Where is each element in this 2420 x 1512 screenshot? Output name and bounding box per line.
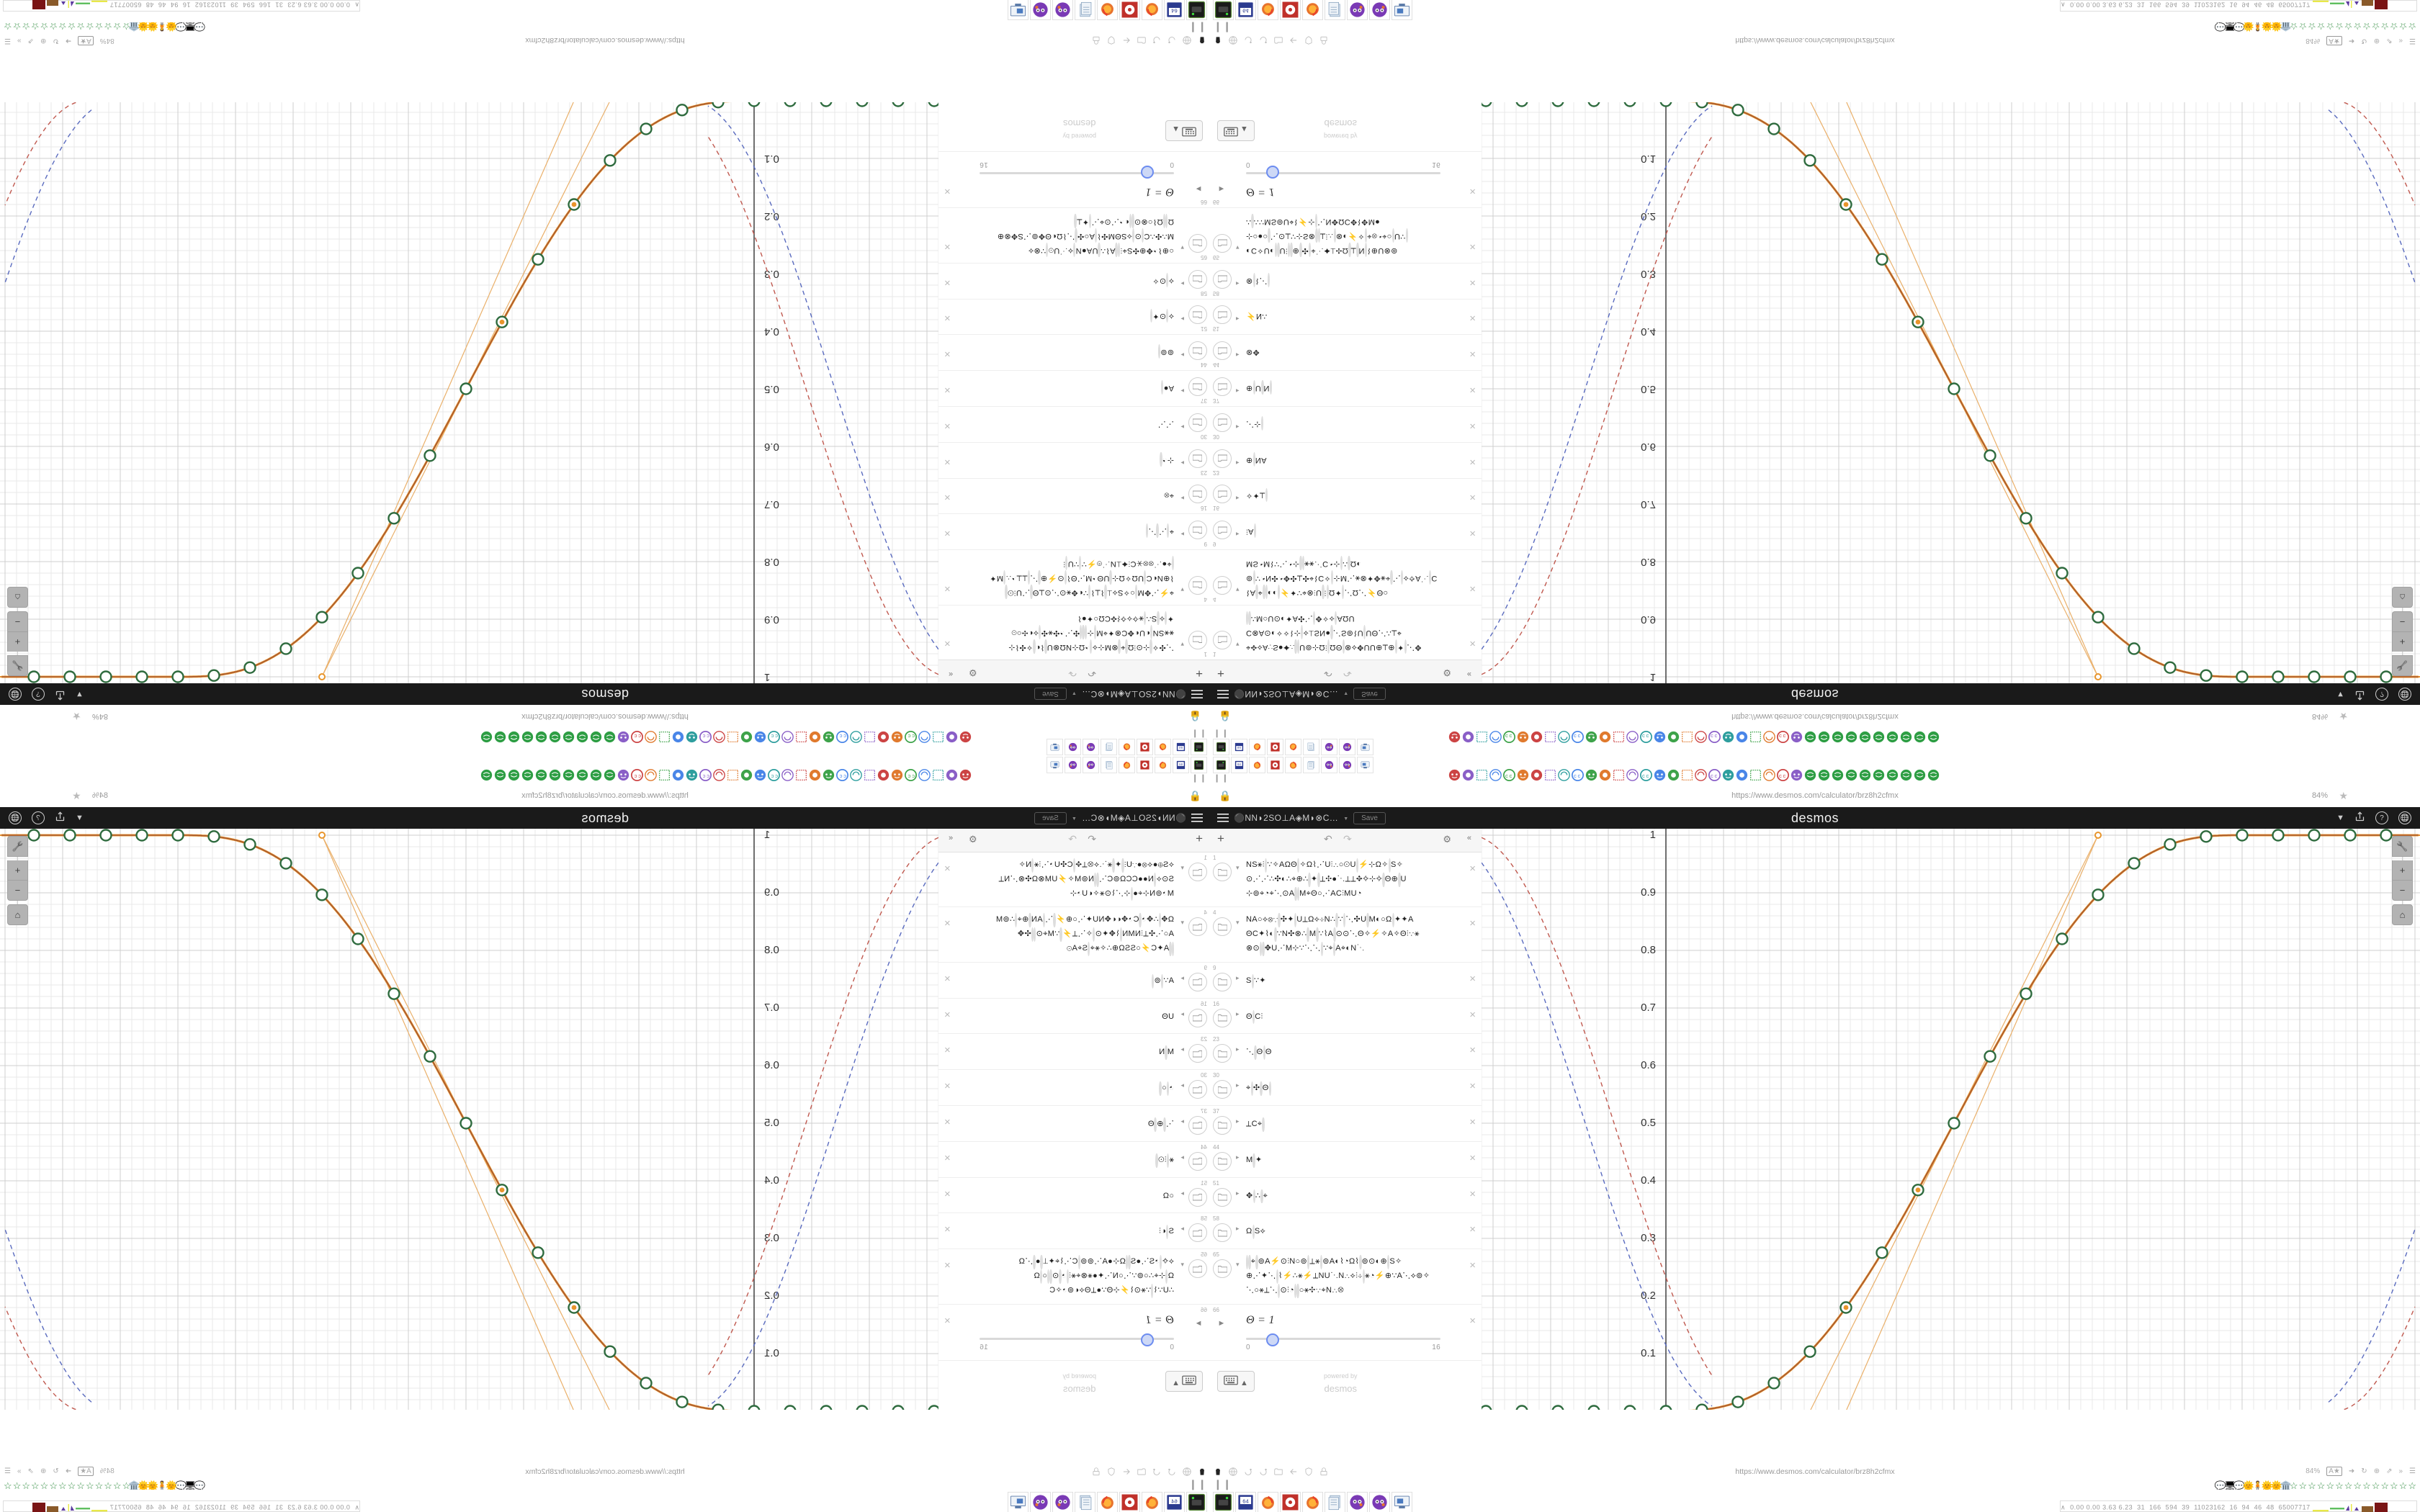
svg-text:0.8: 0.8 (764, 944, 779, 956)
svg-text:0.8: 0.8 (1641, 556, 1656, 568)
svg-text:0.7: 0.7 (1641, 1002, 1656, 1014)
svg-text:0.2: 0.2 (1641, 1290, 1656, 1302)
svg-text:64: 64 (1179, 762, 1183, 765)
svg-text:0.5: 0.5 (764, 383, 779, 395)
svg-text:0.9: 0.9 (1641, 886, 1656, 899)
svg-text:cc: cc (1779, 773, 1787, 779)
svg-text:cc: cc (633, 773, 641, 779)
svg-text:0.1: 0.1 (1641, 153, 1656, 165)
svg-text:cc: cc (1711, 773, 1718, 779)
svg-text:0.9: 0.9 (764, 613, 779, 626)
svg-text:cc: cc (1574, 733, 1582, 739)
svg-text:0.4: 0.4 (1641, 1174, 1656, 1187)
svg-text:cc: cc (1642, 773, 1650, 779)
svg-text:64: 64 (1237, 747, 1241, 750)
svg-text:0.8: 0.8 (764, 556, 779, 568)
svg-text:cc: cc (907, 733, 915, 739)
svg-text:cc: cc (838, 733, 846, 739)
svg-text:cc: cc (1505, 773, 1513, 779)
svg-text:cc: cc (702, 733, 709, 739)
svg-text:64: 64 (1171, 1498, 1177, 1504)
svg-text:cc: cc (1574, 773, 1582, 779)
svg-text:64: 64 (1237, 762, 1241, 765)
svg-text:0.4: 0.4 (1641, 325, 1656, 338)
svg-text:0.2: 0.2 (764, 1290, 779, 1302)
svg-text:cc: cc (702, 773, 709, 779)
svg-text:cc: cc (770, 733, 778, 739)
svg-text:1: 1 (1650, 829, 1656, 841)
svg-text:cc: cc (1779, 733, 1787, 739)
svg-text:cc: cc (1505, 733, 1513, 739)
svg-text:0.7: 0.7 (1641, 498, 1656, 510)
svg-text:0.1: 0.1 (1641, 1347, 1656, 1359)
svg-text:0.8: 0.8 (1641, 944, 1656, 956)
svg-text:0.7: 0.7 (764, 1002, 779, 1014)
svg-text:0.1: 0.1 (764, 1347, 779, 1359)
svg-text:64: 64 (1179, 747, 1183, 750)
svg-text:64: 64 (1242, 8, 1248, 14)
svg-text:64: 64 (1171, 8, 1177, 14)
svg-text:0.4: 0.4 (764, 1174, 779, 1187)
svg-text:cc: cc (1642, 733, 1650, 739)
svg-text:64: 64 (1242, 1498, 1248, 1504)
svg-text:1: 1 (764, 829, 770, 841)
svg-text:0.5: 0.5 (1641, 1117, 1656, 1129)
svg-text:cc: cc (838, 773, 846, 779)
svg-text:0.6: 0.6 (764, 1059, 779, 1071)
svg-text:0.4: 0.4 (764, 325, 779, 338)
svg-text:0.9: 0.9 (1641, 613, 1656, 626)
svg-text:0.5: 0.5 (1641, 383, 1656, 395)
svg-text:1: 1 (764, 671, 770, 683)
svg-text:cc: cc (907, 773, 915, 779)
svg-text:cc: cc (770, 773, 778, 779)
svg-text:cc: cc (1711, 733, 1718, 739)
svg-text:0.7: 0.7 (764, 498, 779, 510)
svg-text:0.6: 0.6 (764, 441, 779, 453)
svg-text:0.2: 0.2 (764, 210, 779, 222)
svg-text:0.2: 0.2 (1641, 210, 1656, 222)
svg-text:0.6: 0.6 (1641, 1059, 1656, 1071)
svg-text:cc: cc (633, 733, 641, 739)
svg-text:0.5: 0.5 (764, 1117, 779, 1129)
svg-text:0.9: 0.9 (764, 886, 779, 899)
svg-text:0.6: 0.6 (1641, 441, 1656, 453)
svg-text:1: 1 (1650, 671, 1656, 683)
svg-text:0.1: 0.1 (764, 153, 779, 165)
